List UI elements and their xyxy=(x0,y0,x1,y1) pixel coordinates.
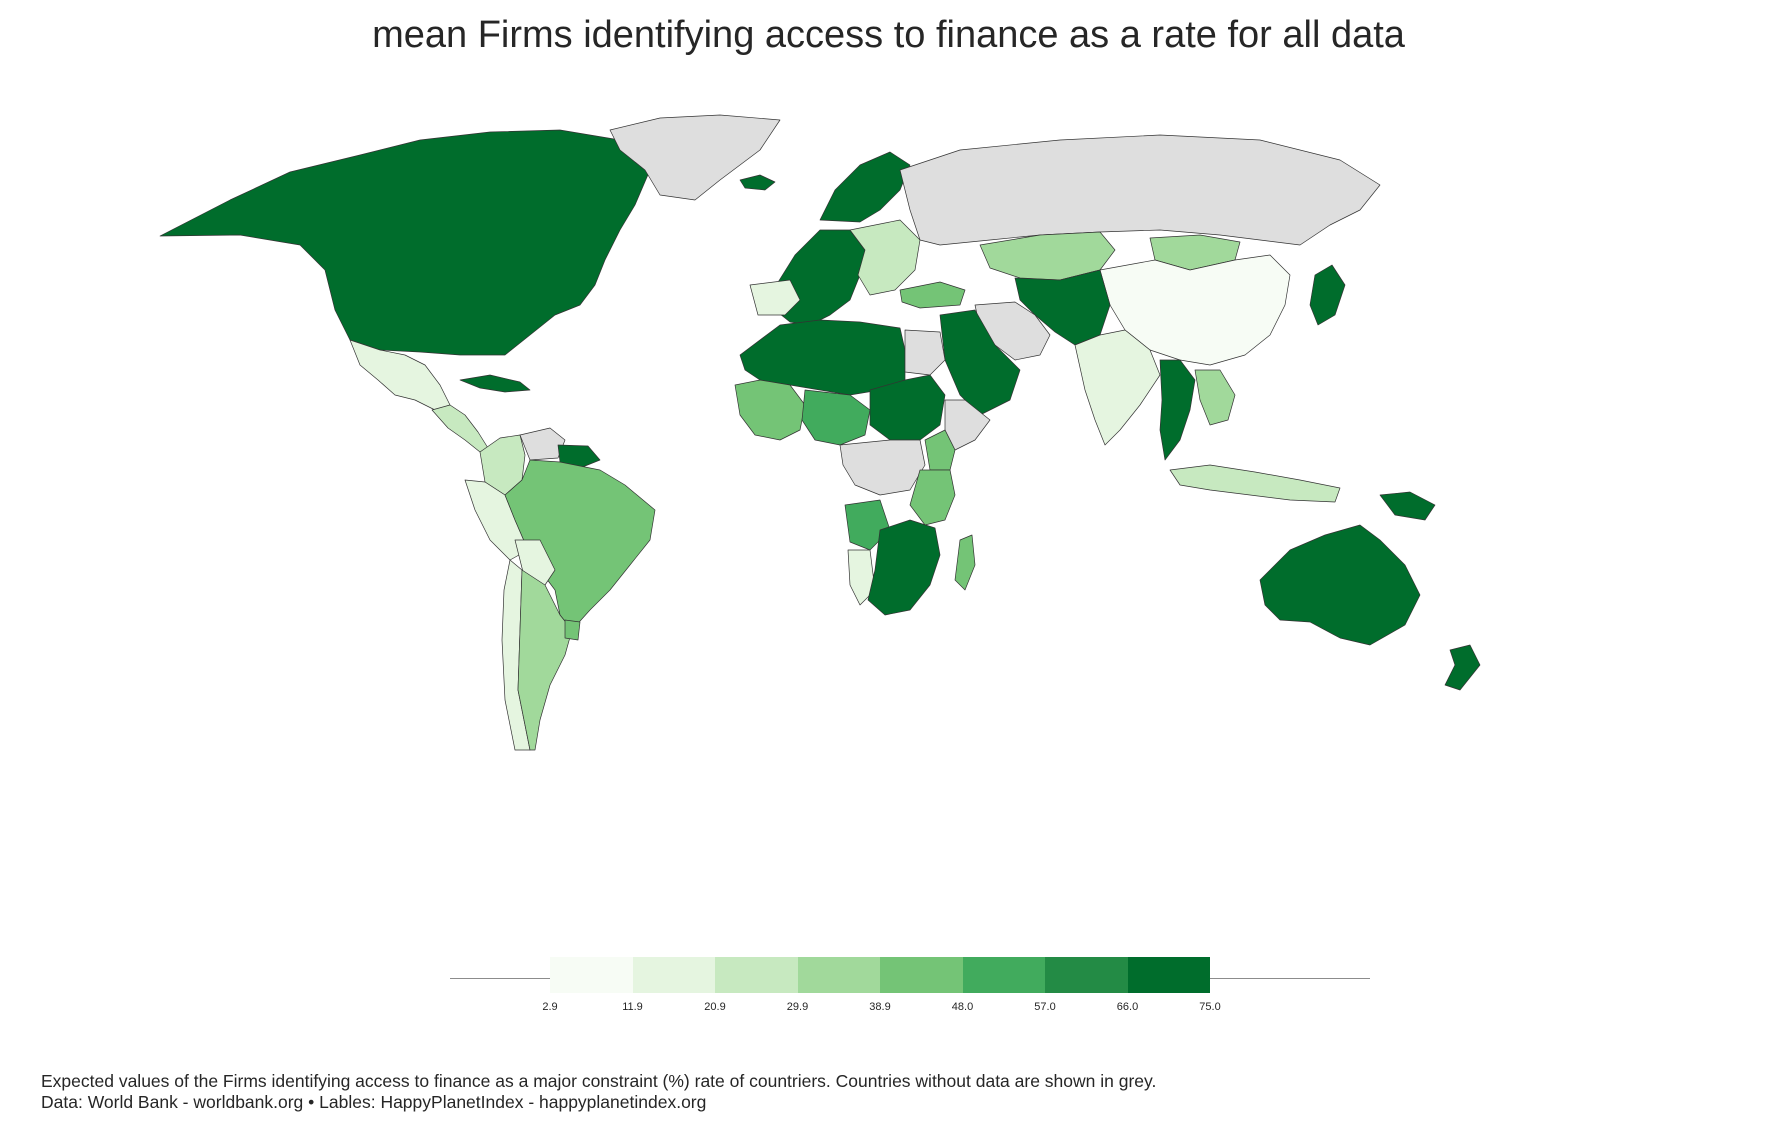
colorbar-ticks: 2.9 11.9 20.9 29.9 38.9 48.0 57.0 66.0 75.0 xyxy=(542,1001,1220,1015)
colorbar-tick-label: 57.0 xyxy=(1034,1001,1056,1013)
region-turkey xyxy=(899,281,966,309)
colorbar-swatch xyxy=(1045,957,1128,993)
world-map xyxy=(60,110,1760,910)
region-west-africa xyxy=(734,379,806,441)
colorbar-tick-label: 38.9 xyxy=(869,1001,891,1013)
world-map-svg xyxy=(159,114,1481,751)
caption: Expected values of the Firms identifying… xyxy=(41,1071,1156,1113)
colorbar-swatch xyxy=(715,957,798,993)
region-ethiopia xyxy=(924,429,956,471)
region-europe-east xyxy=(849,219,921,296)
region-papua-new-guinea xyxy=(1379,491,1436,521)
region-australia xyxy=(1259,524,1421,646)
region-indonesia xyxy=(1169,464,1341,503)
region-spain xyxy=(749,279,801,316)
region-southeast-asia xyxy=(1159,359,1196,461)
colorbar-swatches xyxy=(550,957,1210,993)
colorbar-tick-label: 2.9 xyxy=(542,1001,558,1013)
region-egypt xyxy=(904,329,946,376)
region-madagascar xyxy=(954,534,976,591)
region-venezuela xyxy=(519,427,566,461)
region-central-america xyxy=(431,404,489,453)
region-east-africa xyxy=(909,469,956,526)
colorbar-tick-label: 66.0 xyxy=(1116,1001,1139,1013)
colorbar-tick-label: 11.9 xyxy=(622,1001,643,1013)
colorbar-swatch xyxy=(632,957,715,993)
colorbar-swatch xyxy=(880,957,963,993)
colorbar-tick-label: 75.0 xyxy=(1199,1001,1221,1013)
region-greenland xyxy=(609,114,781,201)
colorbar-swatch xyxy=(1127,957,1210,993)
region-iceland xyxy=(739,174,776,191)
region-arabia xyxy=(939,309,1021,416)
region-india xyxy=(1074,329,1161,446)
region-north-america xyxy=(159,129,651,356)
colorbar-legend: 2.9 11.9 20.9 29.9 38.9 48.0 57.0 66.0 75.0 xyxy=(450,955,1370,1015)
colorbar-swatch xyxy=(962,957,1045,993)
colorbar-line-right xyxy=(1210,978,1370,979)
region-sahel xyxy=(801,389,871,446)
map-title: mean Firms identifying access to finance… xyxy=(372,14,1405,56)
colorbar-tick-label: 48.0 xyxy=(951,1001,974,1013)
region-indochina xyxy=(1194,369,1236,426)
region-argentina xyxy=(517,569,573,751)
region-namibia xyxy=(847,549,876,606)
region-new-zealand xyxy=(1444,644,1481,691)
colorbar-line-left xyxy=(450,978,550,979)
region-southern-africa xyxy=(867,519,941,616)
region-central-africa xyxy=(839,439,926,496)
region-uruguay xyxy=(564,619,581,641)
region-caribbean xyxy=(459,374,531,393)
region-japan xyxy=(1309,264,1346,326)
region-chad-sudan xyxy=(869,374,946,441)
colorbar-swatch xyxy=(550,957,633,993)
colorbar-swatch xyxy=(797,957,880,993)
region-scandinavia xyxy=(819,151,911,223)
region-russia xyxy=(899,134,1381,246)
colorbar-tick-label: 29.9 xyxy=(786,1001,809,1013)
caption-line-1: Expected values of the Firms identifying… xyxy=(41,1071,1157,1091)
caption-line-2: Data: World Bank - worldbank.org • Lable… xyxy=(41,1092,707,1112)
colorbar-tick-label: 20.9 xyxy=(704,1001,726,1013)
